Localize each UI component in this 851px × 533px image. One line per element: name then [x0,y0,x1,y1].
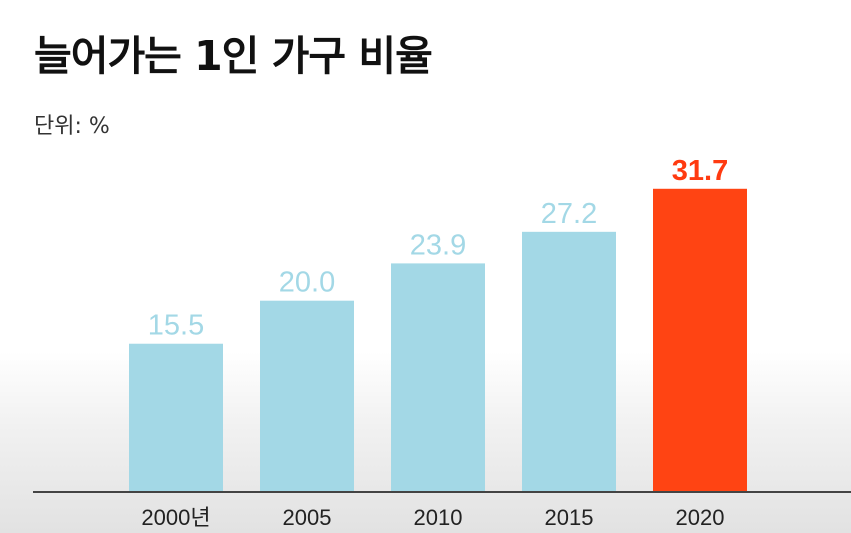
x-tick-label: 2010 [414,505,463,530]
bar-2005 [260,300,354,492]
bar-2010 [391,263,485,492]
value-label: 15.5 [148,310,204,342]
value-label: 20.0 [279,267,335,299]
x-tick-label: 2015 [545,505,594,530]
chart-title: 늘어가는 1인 가구 비율 [34,32,433,80]
bar-2015 [522,231,616,492]
bar-2000년 [129,343,223,492]
x-tick-label: 2005 [283,505,332,530]
value-label: 27.2 [541,198,597,230]
value-label: 23.9 [410,229,466,261]
x-tick-label: 2000년 [141,505,210,530]
x-tick-label: 2020 [676,505,725,530]
unit-label: 단위: % [34,114,110,139]
bar-2020 [653,188,747,493]
value-label: 31.7 [672,155,728,187]
